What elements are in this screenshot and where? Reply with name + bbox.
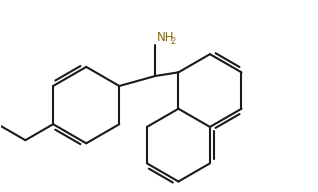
- Text: 2: 2: [171, 37, 176, 46]
- Text: NH: NH: [157, 31, 175, 44]
